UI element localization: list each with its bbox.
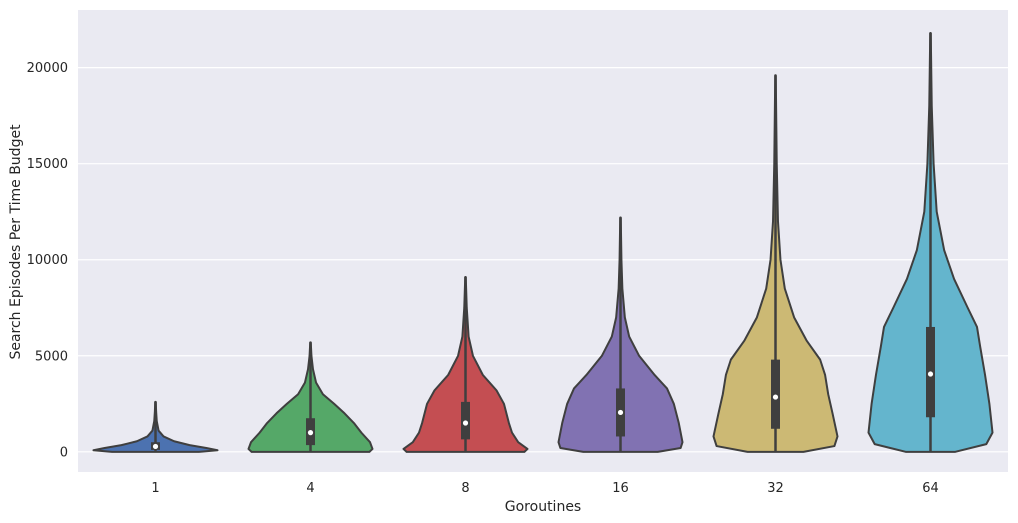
- violins: [92, 32, 994, 453]
- violin-median-point: [927, 371, 934, 377]
- violin-median-point: [307, 430, 314, 436]
- x-tick-label: 8: [461, 481, 469, 496]
- y-tick-label: 0: [60, 445, 68, 460]
- x-tick-label: 16: [612, 481, 629, 496]
- violin-median-point: [462, 420, 469, 426]
- x-axis-label: Goroutines: [505, 499, 581, 515]
- violin-1: [92, 400, 219, 453]
- x-tick-label: 64: [922, 481, 939, 496]
- violin-16: [557, 216, 684, 453]
- plot-background: [78, 10, 1008, 472]
- x-tick-label: 32: [767, 481, 784, 496]
- violin-median-point: [152, 443, 159, 450]
- y-tick-label: 15000: [27, 157, 68, 172]
- violin-iqr-box: [771, 359, 780, 429]
- x-tick-label: 4: [306, 481, 314, 496]
- x-tick-label: 1: [151, 481, 159, 496]
- y-tick-label: 5000: [35, 349, 68, 364]
- violin-32: [712, 74, 839, 453]
- y-tick-label: 20000: [27, 61, 68, 76]
- y-tick-label: 10000: [27, 253, 68, 268]
- violin-median-point: [772, 394, 779, 400]
- violin-64: [867, 32, 994, 453]
- violin-4: [247, 341, 374, 453]
- x-tick-labels: 1 4 8 16 32 64: [151, 481, 938, 496]
- grid-lines: [78, 67, 1008, 453]
- violin-median-point: [617, 409, 624, 416]
- violin-8: [402, 276, 529, 453]
- y-tick-labels: 0 5000 10000 15000 20000: [27, 61, 68, 460]
- y-axis-label: Search Episodes Per Time Budget: [8, 124, 24, 360]
